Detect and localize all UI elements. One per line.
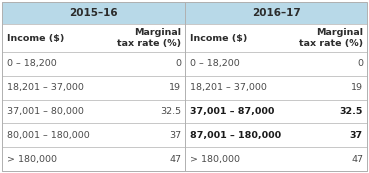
Text: 18,201 – 37,000: 18,201 – 37,000 [7,83,84,92]
Text: Marginal
tax rate (%): Marginal tax rate (%) [299,28,363,48]
Text: 2016–17: 2016–17 [252,8,300,18]
Text: 19: 19 [351,83,363,92]
Text: 0 – 18,200: 0 – 18,200 [7,59,57,68]
Text: 18,201 – 37,000: 18,201 – 37,000 [190,83,267,92]
Text: 87,001 – 180,000: 87,001 – 180,000 [190,131,281,140]
Bar [2,2,185,24]
Text: 0: 0 [357,59,363,68]
Text: 37: 37 [169,131,181,140]
Bar [185,2,367,24]
Bar [185,24,367,52]
Text: 0: 0 [175,59,181,68]
Text: Marginal
tax rate (%): Marginal tax rate (%) [117,28,181,48]
Text: 47: 47 [351,155,363,164]
Text: 32.5: 32.5 [339,107,363,116]
Text: 37,001 – 80,000: 37,001 – 80,000 [7,107,84,116]
Text: 47: 47 [169,155,181,164]
Text: 37,001 – 87,000: 37,001 – 87,000 [190,107,275,116]
Text: 2015–16: 2015–16 [69,8,118,18]
Text: Income ($): Income ($) [7,34,64,43]
Text: 37: 37 [350,131,363,140]
Bar [2,24,185,52]
Text: > 180,000: > 180,000 [7,155,57,164]
Text: 0 – 18,200: 0 – 18,200 [190,59,240,68]
Text: 80,001 – 180,000: 80,001 – 180,000 [7,131,90,140]
Text: > 180,000: > 180,000 [190,155,240,164]
Text: 19: 19 [169,83,181,92]
Text: 32.5: 32.5 [160,107,181,116]
Text: Income ($): Income ($) [190,34,248,43]
